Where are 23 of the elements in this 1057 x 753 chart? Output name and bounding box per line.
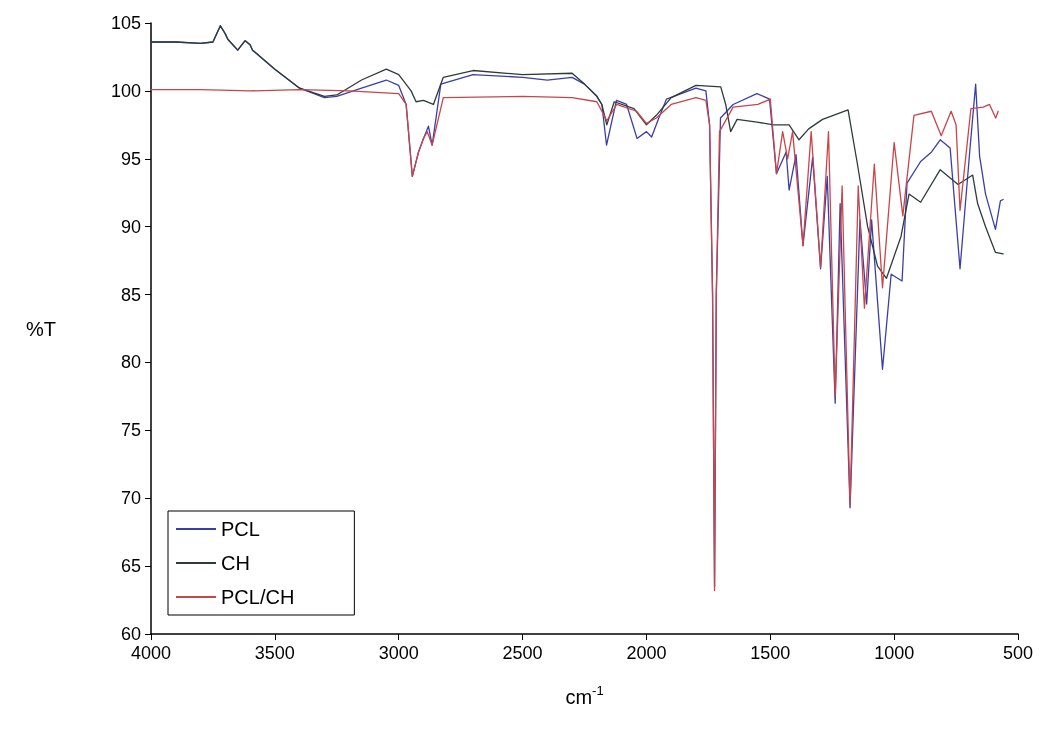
y-tick-label: 80 bbox=[120, 352, 141, 373]
x-tick-label: 2500 bbox=[502, 643, 543, 663]
y-tick-label: 95 bbox=[120, 148, 141, 169]
y-tick-label: 85 bbox=[120, 284, 141, 305]
y-axis-title: %T bbox=[26, 317, 56, 340]
x-tick-label: 500 bbox=[1002, 643, 1034, 663]
x-tick-label: 3000 bbox=[378, 643, 419, 663]
y-tick-label: 90 bbox=[120, 216, 141, 237]
x-tick-label: 4000 bbox=[130, 643, 172, 663]
x-tick-label: 2000 bbox=[626, 643, 667, 663]
y-tick-label: 65 bbox=[120, 556, 141, 577]
x-tick-label: 3500 bbox=[254, 643, 295, 663]
line-series bbox=[150, 25, 1004, 279]
x-tick-label: 1000 bbox=[874, 643, 915, 663]
y-tick-label: 100 bbox=[110, 80, 141, 101]
y-tick-label: 105 bbox=[110, 13, 141, 33]
y-tick-label: 75 bbox=[120, 420, 141, 441]
legend-label: PCL bbox=[221, 518, 260, 540]
legend-label: CH bbox=[221, 552, 250, 574]
x-tick-label: 1500 bbox=[750, 643, 791, 663]
legend-label: PCL/CH bbox=[221, 586, 295, 608]
y-tick-label: 60 bbox=[120, 624, 141, 644]
y-tick-label: 70 bbox=[120, 488, 141, 509]
